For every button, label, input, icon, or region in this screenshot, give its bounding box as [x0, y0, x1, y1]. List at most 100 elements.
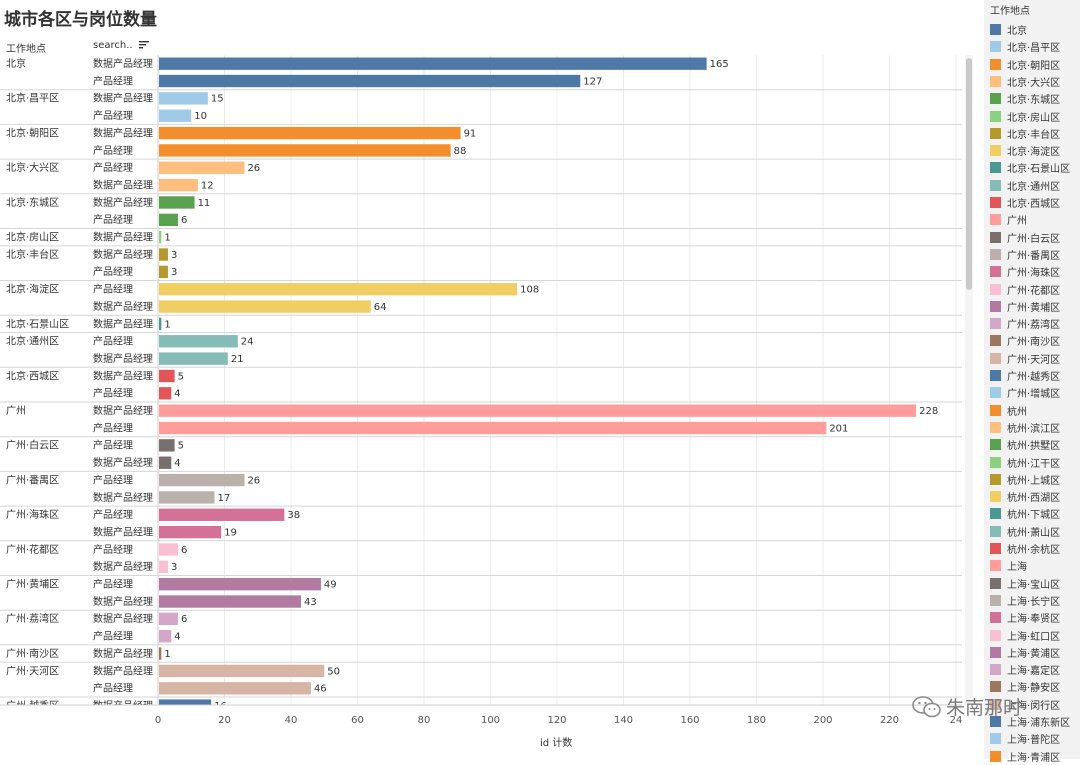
legend-item[interactable]: 上海·闵行区: [990, 696, 1060, 713]
group-label: 广州·越秀区: [6, 699, 59, 712]
legend-item[interactable]: 广州·越秀区: [990, 367, 1060, 384]
group-label: 广州·天河区: [6, 665, 59, 677]
legend-item[interactable]: 北京·海淀区: [990, 142, 1060, 159]
legend-item[interactable]: 北京·东城区: [990, 90, 1060, 107]
legend-item[interactable]: 杭州·上城区: [990, 471, 1060, 488]
legend-item[interactable]: 上海·长宁区: [990, 592, 1060, 609]
legend-item[interactable]: 北京·通州区: [990, 177, 1060, 194]
legend-item[interactable]: 广州: [990, 211, 1027, 228]
legend-item-label: 上海: [1007, 562, 1027, 574]
legend-item[interactable]: 广州·花都区: [990, 281, 1060, 298]
bar-category-label: 数据产品经理: [93, 612, 153, 625]
legend-item[interactable]: 杭州·萧山区: [990, 523, 1060, 540]
legend-item-label: 北京·东城区: [1007, 95, 1061, 107]
legend-item[interactable]: 上海: [990, 557, 1027, 574]
legend-swatch: [990, 266, 1001, 278]
legend-item[interactable]: 杭州·西湖区: [990, 488, 1060, 505]
bar: [159, 213, 178, 226]
x-tick-label: 24: [950, 715, 963, 726]
legend-item[interactable]: 广州·荔湾区: [990, 315, 1060, 332]
bar-category-label: 产品经理: [93, 682, 133, 695]
legend-swatch: [990, 439, 1001, 451]
legend-item-label: 北京·西城区: [1007, 199, 1061, 210]
legend-item[interactable]: 上海·宝山区: [990, 575, 1060, 592]
legend-item[interactable]: 北京·丰台区: [990, 125, 1060, 142]
group-label: 广州·白云区: [6, 439, 59, 452]
x-tick-label: 180: [747, 715, 766, 726]
legend-item[interactable]: 杭州: [990, 402, 1027, 419]
legend-item[interactable]: 广州·南沙区: [990, 332, 1060, 349]
bar: [159, 161, 245, 174]
data-label: 21: [231, 354, 244, 365]
group-label: 北京·海淀区: [6, 283, 59, 296]
legend-item[interactable]: 杭州·滨江区: [990, 419, 1060, 436]
bar: [159, 404, 917, 417]
legend-item[interactable]: 上海·奉贤区: [990, 609, 1060, 626]
x-tick-label: 20: [218, 715, 231, 726]
data-label: 3: [171, 250, 177, 261]
data-label: 12: [201, 180, 214, 191]
data-label: 4: [174, 458, 180, 469]
legend-item-label: 上海·普陀区: [1007, 735, 1061, 747]
legend-swatch: [990, 664, 1001, 676]
x-tick-label: 0: [155, 715, 161, 726]
scrollbar-thumb[interactable]: [966, 58, 972, 290]
legend-item[interactable]: 北京·房山区: [990, 108, 1060, 125]
legend-swatch: [990, 716, 1001, 727]
legend-swatch: [990, 300, 1001, 312]
data-label: 1: [164, 233, 170, 244]
legend-item[interactable]: 广州·白云区: [990, 229, 1060, 246]
bar-category-label: 数据产品经理: [93, 231, 153, 244]
scrollbar-track[interactable]: [965, 55, 973, 705]
legend-item[interactable]: 上海·浦东新区: [990, 713, 1070, 730]
bar: [159, 647, 162, 660]
data-label: 64: [374, 302, 387, 313]
bar: [159, 560, 168, 573]
legend-item[interactable]: 杭州·江干区: [990, 454, 1060, 471]
bar-category-label: 数据产品经理: [93, 456, 153, 469]
x-tick-label: 100: [481, 715, 500, 726]
legend-swatch: [990, 560, 1001, 572]
legend-item[interactable]: 北京·西城区: [990, 194, 1060, 211]
legend-item[interactable]: 杭州·余杭区: [990, 540, 1060, 557]
legend-item[interactable]: 广州·番禺区: [990, 246, 1060, 263]
bar-category-label: 数据产品经理: [93, 595, 153, 608]
sort-icon[interactable]: [138, 41, 149, 49]
bar: [159, 300, 371, 313]
legend-item[interactable]: 杭州·下城区: [990, 505, 1060, 522]
legend-item[interactable]: 杭州·拱墅区: [990, 436, 1060, 453]
data-label: 165: [710, 59, 729, 70]
bar-category-label: 产品经理: [93, 439, 133, 452]
legend-item[interactable]: 上海·静安区: [990, 678, 1060, 695]
legend-item[interactable]: 上海·普陀区: [990, 730, 1060, 747]
data-label: 228: [919, 406, 938, 417]
legend-item[interactable]: 广州·增城区: [990, 384, 1060, 401]
bar-category-label: 产品经理: [93, 213, 133, 226]
legend-item[interactable]: 广州·黄埔区: [990, 298, 1060, 315]
legend-item[interactable]: 上海·虹口区: [990, 627, 1060, 644]
data-label: 4: [174, 632, 180, 643]
legend-item-label: 上海·浦东新区: [1007, 718, 1071, 729]
row-header-search[interactable]: search..: [93, 40, 149, 51]
group-label: 北京·昌平区: [6, 92, 59, 105]
legend-item[interactable]: 北京·朝阳区: [990, 56, 1060, 73]
legend-item[interactable]: 上海·青浦区: [990, 748, 1060, 765]
watermark-text: 朱南那时: [946, 697, 1023, 719]
data-label: 16: [214, 701, 227, 712]
legend-item-label: 北京·昌平区: [1007, 43, 1061, 55]
legend-item-label: 广州·番禺区: [1007, 250, 1061, 262]
legend-item[interactable]: 北京·昌平区: [990, 38, 1060, 55]
legend-item[interactable]: 北京·石景山区: [990, 159, 1070, 176]
legend-item[interactable]: 广州·天河区: [990, 350, 1060, 367]
legend-item-label: 杭州·拱墅区: [1007, 441, 1061, 453]
legend-item[interactable]: 北京: [990, 21, 1027, 38]
data-label: 24: [241, 337, 254, 348]
legend-swatch: [990, 750, 1001, 762]
bar-category-label: 产品经理: [93, 265, 133, 278]
group-label: 北京·通州区: [6, 335, 59, 348]
legend-item[interactable]: 上海·黄浦区: [990, 644, 1060, 661]
legend-item[interactable]: 北京·大兴区: [990, 73, 1060, 90]
data-label: 3: [171, 562, 177, 573]
legend-item[interactable]: 上海·嘉定区: [990, 661, 1060, 678]
legend-item[interactable]: 广州·海珠区: [990, 263, 1060, 280]
